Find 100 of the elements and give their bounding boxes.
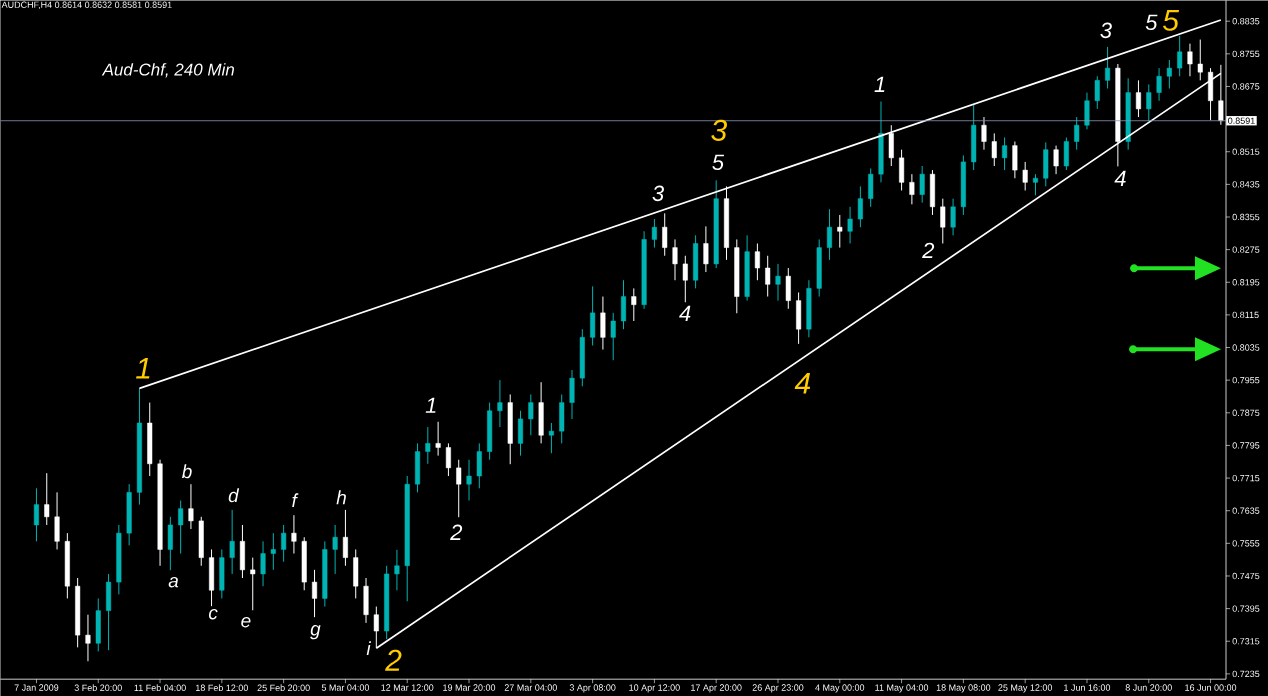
annotation: h bbox=[336, 490, 346, 505]
candlestick bbox=[610, 312, 616, 361]
annotation: d bbox=[228, 488, 240, 503]
annotation: a bbox=[168, 576, 179, 588]
x-tick-label: 8 Jun 20:00 bbox=[1125, 684, 1172, 691]
candlestick bbox=[291, 514, 297, 554]
annotation: c bbox=[208, 608, 218, 620]
y-tick-label: 0.8355 bbox=[1232, 213, 1260, 221]
annotation: 1 bbox=[874, 76, 885, 92]
candlestick bbox=[312, 569, 318, 618]
candlestick bbox=[837, 214, 843, 249]
annotation: 2 bbox=[450, 524, 463, 540]
candlestick bbox=[1135, 79, 1141, 118]
y-tick-label: 0.8275 bbox=[1232, 246, 1260, 253]
candlestick bbox=[672, 238, 678, 281]
candlestick bbox=[682, 255, 688, 303]
candlestick bbox=[1022, 161, 1028, 191]
annotation: 5 bbox=[1145, 14, 1158, 30]
annotation: 5 bbox=[1162, 9, 1180, 31]
candlestick bbox=[33, 487, 39, 542]
x-tick-label: 18 Feb 12:00 bbox=[196, 684, 248, 691]
candlestick bbox=[1053, 145, 1059, 175]
x-tick-label: 16 Jun 00:00 bbox=[1185, 684, 1237, 691]
x-tick-label: 1 Jun 16:00 bbox=[1064, 684, 1111, 691]
candlestick bbox=[847, 206, 853, 244]
y-tick-label: 0.7555 bbox=[1232, 540, 1260, 547]
x-tick-label: 18 May 08:00 bbox=[936, 684, 991, 693]
candlestick bbox=[528, 393, 534, 436]
candlestick bbox=[631, 287, 637, 322]
chart-title: AUDCHF,H4 0.8614 0.8632 0.8581 0.8591 bbox=[1, 1, 172, 9]
y-tick-label: 0.8675 bbox=[1232, 83, 1260, 90]
candlestick bbox=[270, 532, 276, 571]
candlestick bbox=[1197, 38, 1203, 81]
y-tick-label: 0.7395 bbox=[1232, 605, 1260, 612]
y-tick-label: 0.7715 bbox=[1232, 474, 1260, 482]
annotation: f bbox=[292, 493, 299, 508]
candlestick bbox=[940, 198, 946, 244]
annotation: 4 bbox=[794, 372, 811, 394]
x-tick-label: 11 May 04:00 bbox=[875, 684, 929, 693]
candlestick bbox=[1187, 43, 1193, 77]
x-tick-label: 27 Mar 04:00 bbox=[504, 684, 557, 691]
candlestick bbox=[178, 499, 184, 554]
candlestick bbox=[857, 185, 863, 228]
y-tick-label: 0.8195 bbox=[1232, 279, 1260, 286]
candlestick bbox=[281, 524, 287, 563]
y-tick-label: 0.8755 bbox=[1232, 50, 1260, 57]
y-tick-label: 0.7475 bbox=[1232, 572, 1260, 580]
annotation: 4 bbox=[1114, 170, 1126, 186]
candlestick bbox=[775, 263, 781, 302]
annotation: 3 bbox=[652, 185, 664, 202]
candlestick bbox=[1105, 46, 1111, 89]
candlestick bbox=[662, 212, 668, 257]
y-tick-label: 0.8435 bbox=[1232, 181, 1260, 188]
candlestick bbox=[435, 421, 441, 457]
candlestick bbox=[44, 472, 50, 526]
x-tick-label: 11 Feb 04:00 bbox=[134, 684, 186, 691]
x-tick-label: 12 Mar 12:00 bbox=[381, 684, 434, 691]
annotation: 4 bbox=[679, 305, 691, 321]
annotation: 1 bbox=[136, 357, 150, 379]
candlestick bbox=[1156, 67, 1162, 102]
y-tick-label: 0.7235 bbox=[1232, 670, 1260, 677]
candlestick bbox=[1177, 35, 1183, 77]
y-tick-label: 0.8035 bbox=[1232, 344, 1260, 351]
candlestick bbox=[1146, 83, 1152, 122]
candlestick bbox=[909, 173, 915, 205]
candlestick bbox=[466, 459, 472, 501]
x-tick-label: 26 Apr 23:00 bbox=[752, 684, 804, 693]
x-tick-label: 7 Jan 2009 bbox=[14, 684, 59, 691]
x-tick-label: 25 Feb 20:00 bbox=[257, 684, 310, 691]
x-tick-label: 10 Apr 12:00 bbox=[629, 684, 680, 693]
candlestick bbox=[548, 422, 554, 454]
candlestick bbox=[85, 614, 91, 662]
candlestick bbox=[229, 509, 235, 575]
x-tick-label: 3 Apr 08:00 bbox=[569, 684, 616, 693]
text: Aud-Chf, 240 Min bbox=[101, 63, 235, 78]
annotation: 1 bbox=[425, 397, 436, 413]
candlestick bbox=[250, 557, 256, 611]
candlestick bbox=[651, 218, 657, 249]
x-tick-label: 4 May 00:00 bbox=[815, 684, 865, 693]
y-tick-label: 0.7955 bbox=[1232, 376, 1260, 384]
candlestick bbox=[919, 165, 925, 204]
candlestick bbox=[950, 198, 956, 236]
y-tick-label: 0.8515 bbox=[1232, 148, 1260, 155]
candlestick bbox=[425, 426, 431, 465]
candlestick bbox=[1002, 136, 1008, 171]
x-tick-label: 3 Feb 20:00 bbox=[74, 684, 122, 691]
candlestick bbox=[1166, 59, 1172, 89]
ref-line-label: 0.8591 bbox=[1228, 117, 1255, 124]
y-tick-label: 0.7875 bbox=[1232, 409, 1260, 416]
x-tick-label: 5 Mar 04:00 bbox=[321, 684, 370, 691]
candlestick bbox=[703, 225, 709, 273]
candlestick bbox=[754, 242, 760, 281]
candlestick bbox=[456, 459, 462, 518]
annotation: i bbox=[366, 641, 372, 655]
candlestick bbox=[981, 116, 987, 151]
annotation: 3 bbox=[1100, 22, 1112, 39]
candlestick bbox=[394, 549, 400, 591]
annotation: b bbox=[182, 464, 192, 479]
annotation: 3 bbox=[711, 119, 727, 141]
y-tick-label: 0.7795 bbox=[1232, 442, 1260, 449]
